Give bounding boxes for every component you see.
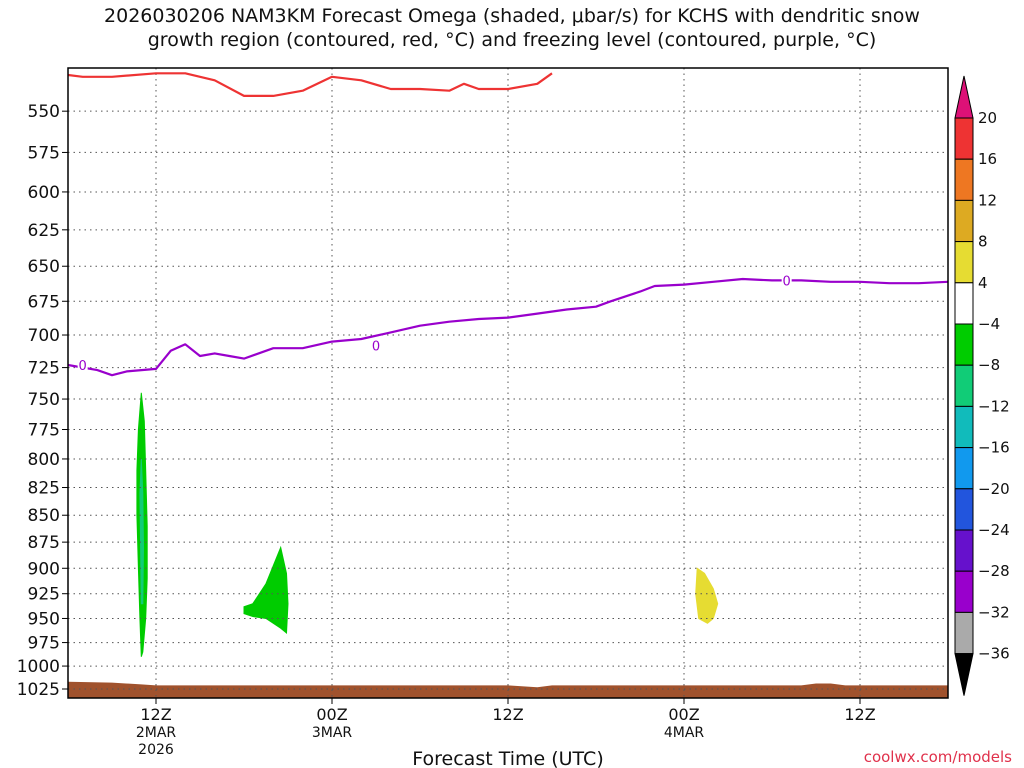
omega-shaded-region — [243, 545, 289, 635]
colorbar-label: 8 — [978, 233, 988, 251]
y-tick-label: 625 — [28, 221, 60, 241]
colorbar-label: −36 — [978, 645, 1010, 663]
x-tick-label: 2MAR — [136, 725, 177, 741]
colorbar-segment — [954, 611, 974, 655]
colorbar: 20 16 12 8 4 −4 −8 −12 −16 −20 −24 −28 −32 −36 — [954, 75, 1010, 696]
colorbar-label: 16 — [978, 150, 997, 168]
y-tick-label: 925 — [28, 585, 60, 605]
y-tick-label: 775 — [28, 420, 60, 440]
y-tick-label: 725 — [28, 359, 60, 379]
y-tick-label: 700 — [28, 326, 60, 346]
y-tick-label: 1000 — [17, 657, 60, 677]
colorbar-segment — [954, 282, 974, 325]
colorbar-label: 4 — [978, 274, 988, 292]
omega-shaded-region — [695, 567, 719, 624]
x-tick-label: 00Z — [668, 705, 699, 724]
y-tick-label: 975 — [28, 634, 60, 654]
x-tick-label: 00Z — [316, 705, 347, 724]
chart-title-line2: growth region (contoured, red, °C) and f… — [147, 29, 877, 51]
colorbar-segment — [954, 529, 974, 572]
y-tick-label: 875 — [28, 533, 60, 553]
colorbar-label: −20 — [978, 480, 1010, 498]
omega-shaded-region — [139, 458, 145, 605]
y-tick-label: 600 — [28, 183, 60, 203]
colorbar-segment — [954, 199, 974, 243]
freezing-level-label: 0 — [79, 359, 87, 374]
freezing-level-label: 0 — [783, 274, 791, 289]
colorbar-top-arrow — [954, 75, 974, 119]
colorbar-bottom-arrow — [954, 653, 974, 696]
x-tick-label: 12Z — [140, 705, 171, 724]
colorbar-label: −12 — [978, 397, 1010, 415]
omega-shading-layer — [136, 392, 719, 657]
chart-title-line1: 2026030206 NAM3KM Forecast Omega (shaded… — [104, 5, 920, 27]
colorbar-label: −8 — [978, 356, 1000, 374]
colorbar-segment — [954, 405, 974, 449]
site-credit: coolwx.com/models — [863, 748, 1012, 766]
colorbar-segment — [954, 158, 974, 201]
y-tick-label: 950 — [28, 609, 60, 629]
y-tick-label: 825 — [28, 479, 60, 499]
contour-label-bg — [371, 338, 381, 353]
y-tick-label: 750 — [28, 390, 60, 410]
colorbar-segment — [954, 323, 974, 366]
y-tick-label: 900 — [28, 559, 60, 579]
contour-label-bg — [77, 358, 88, 373]
x-tick-label: 12Z — [844, 705, 875, 724]
y-tick-label: 650 — [28, 257, 60, 277]
colorbar-label: −28 — [978, 562, 1010, 580]
colorbar-label: 20 — [978, 109, 997, 127]
colorbar-label: −16 — [978, 439, 1010, 457]
y-tick-label: 850 — [28, 506, 60, 526]
y-tick-label: 575 — [28, 143, 60, 163]
x-tick-label: 3MAR — [312, 725, 353, 741]
colorbar-segment — [954, 364, 974, 407]
dendritic-growth-line — [68, 72, 553, 98]
y-axis-ticks: 550 575 600 625 650 675 700 725 750 775 800 825 850 8… — [17, 102, 68, 700]
grid-lines — [68, 68, 948, 698]
y-tick-label: 800 — [28, 450, 60, 470]
colorbar-label: −24 — [978, 521, 1010, 539]
colorbar-label: −4 — [978, 315, 1000, 333]
freezing-level-label: 0 — [372, 340, 380, 355]
colorbar-segment — [954, 117, 974, 160]
colorbar-segment — [954, 488, 974, 531]
x-axis-title: Forecast Time (UTC) — [412, 748, 603, 768]
freezing-level-line — [67, 277, 949, 377]
colorbar-label: 12 — [978, 191, 997, 209]
colorbar-label: −32 — [978, 603, 1010, 621]
contour-lines: 0 0 0 — [67, 72, 949, 377]
colorbar-segment — [954, 570, 974, 613]
y-tick-label: 1025 — [17, 680, 60, 700]
colorbar-segment — [954, 241, 974, 284]
x-tick-label: 12Z — [492, 705, 523, 724]
chart-title: 2026030206 NAM3KM Forecast Omega (shaded… — [0, 4, 1024, 52]
y-tick-label: 675 — [28, 292, 60, 312]
colorbar-segment — [954, 447, 974, 490]
x-tick-label: 2026 — [138, 742, 174, 758]
contour-label-bg — [781, 273, 792, 288]
y-tick-label: 550 — [28, 102, 60, 122]
x-tick-label: 4MAR — [664, 725, 705, 741]
